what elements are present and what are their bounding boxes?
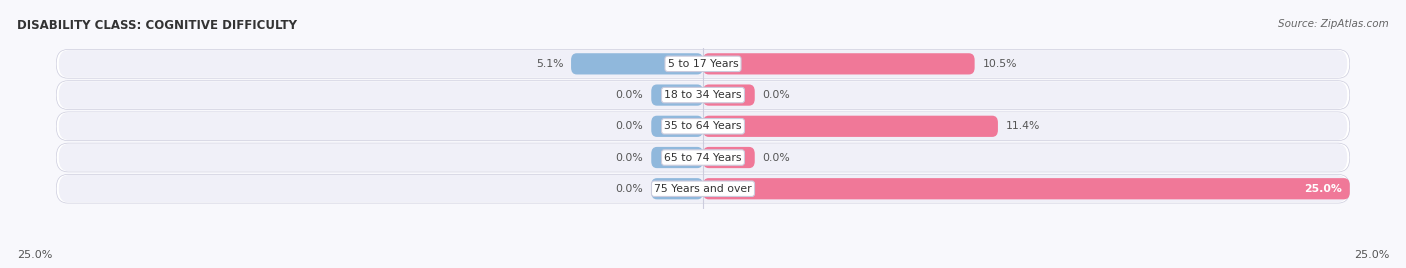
Text: 18 to 34 Years: 18 to 34 Years (664, 90, 742, 100)
Text: 10.5%: 10.5% (983, 59, 1017, 69)
Text: Source: ZipAtlas.com: Source: ZipAtlas.com (1278, 19, 1389, 29)
Text: 35 to 64 Years: 35 to 64 Years (664, 121, 742, 131)
FancyBboxPatch shape (651, 84, 703, 106)
Text: 25.0%: 25.0% (17, 250, 52, 260)
FancyBboxPatch shape (59, 175, 1347, 203)
FancyBboxPatch shape (703, 53, 974, 75)
FancyBboxPatch shape (703, 116, 998, 137)
Text: 0.0%: 0.0% (762, 152, 790, 162)
Text: 0.0%: 0.0% (616, 184, 644, 194)
Text: 0.0%: 0.0% (616, 121, 644, 131)
FancyBboxPatch shape (56, 112, 1350, 141)
Text: 0.0%: 0.0% (616, 90, 644, 100)
Text: 5.1%: 5.1% (536, 59, 564, 69)
FancyBboxPatch shape (56, 143, 1350, 172)
FancyBboxPatch shape (59, 50, 1347, 78)
FancyBboxPatch shape (59, 113, 1347, 140)
FancyBboxPatch shape (571, 53, 703, 75)
Text: 0.0%: 0.0% (762, 90, 790, 100)
FancyBboxPatch shape (59, 81, 1347, 109)
FancyBboxPatch shape (703, 147, 755, 168)
FancyBboxPatch shape (651, 116, 703, 137)
FancyBboxPatch shape (56, 174, 1350, 203)
FancyBboxPatch shape (56, 81, 1350, 109)
Text: 25.0%: 25.0% (1354, 250, 1389, 260)
FancyBboxPatch shape (56, 50, 1350, 78)
Legend: Male, Female: Male, Female (634, 264, 772, 268)
Text: DISABILITY CLASS: COGNITIVE DIFFICULTY: DISABILITY CLASS: COGNITIVE DIFFICULTY (17, 19, 297, 32)
Text: 65 to 74 Years: 65 to 74 Years (664, 152, 742, 162)
FancyBboxPatch shape (651, 147, 703, 168)
FancyBboxPatch shape (651, 178, 703, 199)
FancyBboxPatch shape (703, 84, 755, 106)
Text: 0.0%: 0.0% (616, 152, 644, 162)
FancyBboxPatch shape (703, 178, 1350, 199)
Text: 5 to 17 Years: 5 to 17 Years (668, 59, 738, 69)
Text: 25.0%: 25.0% (1305, 184, 1341, 194)
FancyBboxPatch shape (59, 144, 1347, 171)
Text: 75 Years and over: 75 Years and over (654, 184, 752, 194)
Text: 11.4%: 11.4% (1005, 121, 1040, 131)
